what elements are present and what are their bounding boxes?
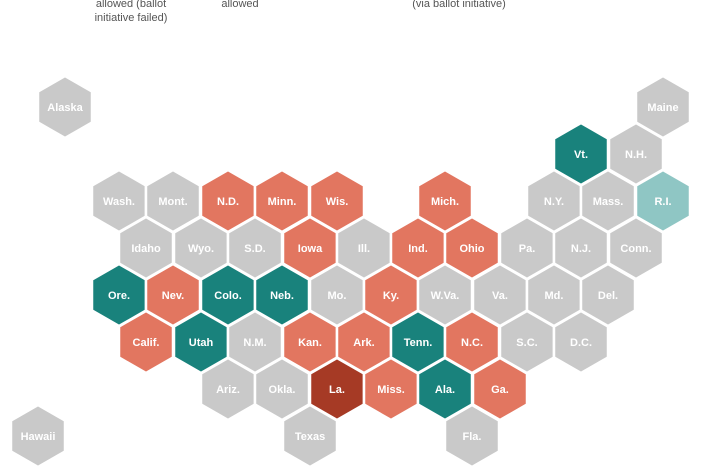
state-label: S.C. xyxy=(516,337,537,349)
state-label: Mo. xyxy=(328,290,347,302)
state-label: W.Va. xyxy=(431,290,460,302)
state-label: Ore. xyxy=(108,290,130,302)
state-hex xyxy=(9,403,67,468)
state-label: Neb. xyxy=(270,290,294,302)
legend-text: allowed (ballot xyxy=(96,0,166,10)
state-label: Calif. xyxy=(133,337,160,349)
state-hex xyxy=(281,403,339,468)
legend-text: initiative failed) xyxy=(95,12,168,24)
state-label: Okla. xyxy=(269,384,296,396)
state-hex xyxy=(443,403,501,468)
state-label: D.C. xyxy=(570,337,592,349)
state-label: N.H. xyxy=(625,149,647,161)
state-label: Conn. xyxy=(620,243,651,255)
state-label: N.J. xyxy=(571,243,591,255)
state-label: N.M. xyxy=(243,337,266,349)
state-label: Mont. xyxy=(158,196,187,208)
state-label: Iowa xyxy=(298,243,323,255)
state-label: Vt. xyxy=(574,149,588,161)
legend-text: allowed xyxy=(221,0,258,10)
state-label: Fla. xyxy=(463,431,482,443)
state-label: Ky. xyxy=(383,290,399,302)
state-label: Ill. xyxy=(358,243,370,255)
state-label: Alaska xyxy=(47,102,83,114)
state-label: Va. xyxy=(492,290,508,302)
state-label: Mich. xyxy=(431,196,459,208)
state-label: Wis. xyxy=(326,196,349,208)
state-label: Idaho xyxy=(131,243,161,255)
state-label: R.I. xyxy=(654,196,671,208)
state-label: Ark. xyxy=(353,337,374,349)
state-label: N.Y. xyxy=(544,196,564,208)
state-label: Hawaii xyxy=(21,431,56,443)
state-label: Minn. xyxy=(268,196,297,208)
state-label: Del. xyxy=(598,290,618,302)
legend-text: (via ballot initiative) xyxy=(412,0,506,10)
state-label: S.D. xyxy=(244,243,265,255)
state-label: Utah xyxy=(189,337,214,349)
state-hex xyxy=(36,74,94,140)
state-label: La. xyxy=(329,384,345,396)
state-label: Nev. xyxy=(162,290,184,302)
state-label: Kan. xyxy=(298,337,322,349)
state-label: Ohio xyxy=(459,243,484,255)
state-label: Colo. xyxy=(214,290,242,302)
state-label: Ariz. xyxy=(216,384,240,396)
state-label: Ala. xyxy=(435,384,455,396)
state-label: Tenn. xyxy=(404,337,433,349)
state-label: Ga. xyxy=(491,384,509,396)
state-label: Wyo. xyxy=(188,243,214,255)
state-label: Maine xyxy=(647,102,678,114)
state-label: N.D. xyxy=(217,196,239,208)
state-hex xyxy=(552,309,610,375)
state-label: Texas xyxy=(295,431,325,443)
state-label: Ind. xyxy=(408,243,428,255)
state-label: N.C. xyxy=(461,337,483,349)
state-label: Md. xyxy=(545,290,564,302)
state-label: Mass. xyxy=(593,196,624,208)
state-label: Pa. xyxy=(519,243,536,255)
state-label: Wash. xyxy=(103,196,135,208)
state-label: Miss. xyxy=(377,384,405,396)
